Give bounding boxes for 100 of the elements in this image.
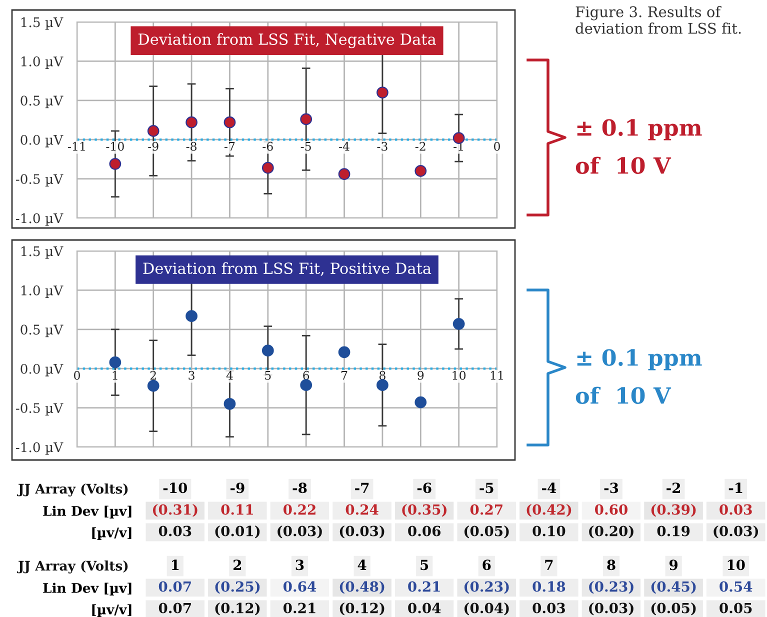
x-tick-label: 10 bbox=[728, 560, 745, 570]
y-tick-label: 1.0 µV bbox=[21, 285, 64, 298]
x-tick-label: 9 bbox=[418, 370, 424, 380]
data-label: (0.04) bbox=[464, 602, 509, 616]
data-label: 0.06 bbox=[408, 526, 441, 536]
data-label: 0.60 bbox=[594, 504, 628, 515]
x-tick-label: 11 bbox=[490, 370, 503, 380]
point bbox=[376, 379, 388, 391]
x-tick-label: -2 bbox=[666, 482, 680, 493]
y-tick-label: Lin Dev [µv] bbox=[43, 506, 132, 519]
data-label: (0.05) bbox=[464, 526, 509, 538]
point bbox=[262, 344, 274, 356]
point bbox=[262, 162, 274, 174]
point bbox=[186, 310, 198, 322]
text: Deviation from LSS Fit, Negative Data bbox=[138, 33, 436, 48]
data-label: (0.42) bbox=[526, 504, 572, 517]
x-tick-label: 10 bbox=[452, 370, 466, 380]
y-tick-label: 1.5 µV bbox=[21, 17, 64, 30]
data-label: (0.05) bbox=[651, 602, 696, 616]
data-label: (0.25) bbox=[215, 581, 260, 594]
y-tick-label: -1.0 µV bbox=[16, 442, 64, 455]
data-label: 0.04 bbox=[408, 602, 441, 614]
point bbox=[338, 346, 350, 358]
data-label: (0.23) bbox=[464, 581, 509, 594]
data-label: (0.48) bbox=[340, 581, 384, 594]
x-tick-label: 4 bbox=[358, 560, 366, 570]
x-tick-label: -10 bbox=[106, 142, 124, 151]
x-tick-label: -4 bbox=[542, 482, 556, 493]
point bbox=[452, 318, 465, 330]
x-tick-label: 3 bbox=[296, 560, 304, 570]
x-tick-label: 3 bbox=[188, 370, 194, 380]
data-label: (0.12) bbox=[215, 602, 260, 616]
point bbox=[186, 116, 198, 128]
data-label: (0.03) bbox=[589, 602, 634, 616]
data-label: 0.19 bbox=[657, 526, 690, 536]
x-tick-label: -8 bbox=[186, 142, 196, 151]
y-tick-label: [µv/v] bbox=[92, 604, 132, 617]
x-tick-label: 5 bbox=[265, 371, 271, 380]
point bbox=[300, 113, 312, 126]
x-tick-label: -4 bbox=[339, 142, 350, 151]
x-tick-label: 7 bbox=[545, 560, 553, 570]
data-label: 0.03 bbox=[720, 504, 752, 515]
point bbox=[376, 86, 388, 98]
x-tick-label: 8 bbox=[379, 370, 386, 380]
x-tick-label: -7 bbox=[355, 482, 369, 493]
x-tick-label: -1 bbox=[728, 482, 742, 493]
data-label: 0.21 bbox=[283, 602, 316, 614]
point bbox=[147, 125, 160, 137]
x-tick-label: -7 bbox=[224, 142, 235, 151]
data-label: 0.07 bbox=[158, 581, 191, 592]
x-tick-label: -5 bbox=[480, 482, 494, 494]
y-tick-label: 0.0 µV bbox=[20, 134, 64, 148]
x-tick-label: -5 bbox=[300, 142, 311, 151]
data-label: 0.10 bbox=[532, 526, 566, 536]
x-tick-label: -11 bbox=[68, 142, 85, 151]
x-tick-label: 9 bbox=[669, 560, 678, 570]
x-tick-label: 0 bbox=[494, 142, 500, 151]
point bbox=[414, 165, 427, 177]
data-label: (0.31) bbox=[152, 504, 198, 517]
point bbox=[338, 168, 350, 180]
data-label: 0.18 bbox=[532, 581, 566, 592]
x-tick-label: -3 bbox=[377, 142, 388, 151]
data-label: (0.03) bbox=[340, 526, 384, 538]
y-tick-label: Lin Dev [µv] bbox=[43, 582, 132, 596]
y-tick-label: [µv/v] bbox=[92, 527, 132, 540]
y-tick-label: -0.5 µV bbox=[16, 174, 64, 187]
x-tick-label: -9 bbox=[230, 482, 244, 494]
data-label: 0.03 bbox=[158, 526, 192, 536]
data-label: 0.22 bbox=[283, 504, 316, 515]
y-tick-label: 1.0 µV bbox=[21, 56, 64, 69]
y-tick-label: 0.5 µV bbox=[20, 324, 64, 338]
y-tick-label: 0.0 µV bbox=[20, 364, 64, 376]
x-tick-label: -8 bbox=[292, 482, 307, 494]
y-tick-label: -1.0 µV bbox=[16, 213, 64, 226]
point bbox=[109, 356, 122, 368]
x-tick-label: -3 bbox=[604, 482, 618, 494]
y-tick-label: 1.5 µV bbox=[21, 246, 64, 259]
data-label: 0.05 bbox=[720, 602, 752, 614]
x-tick-label: 6 bbox=[482, 560, 491, 570]
point bbox=[109, 158, 122, 170]
data-label: (0.03) bbox=[714, 526, 758, 538]
data-label: 0.64 bbox=[283, 581, 316, 592]
x-tick-label: 1 bbox=[172, 560, 179, 570]
data-label: (0.03) bbox=[278, 526, 322, 538]
y-tick-label: -0.5 µV bbox=[16, 403, 64, 416]
point bbox=[224, 398, 236, 410]
text: of 10 V bbox=[576, 156, 672, 174]
x-tick-label: 4 bbox=[226, 370, 233, 380]
point bbox=[224, 116, 236, 128]
point bbox=[452, 132, 465, 144]
x-tick-label: -9 bbox=[148, 142, 158, 151]
data-label: (0.12) bbox=[340, 602, 384, 616]
data-label: (0.35) bbox=[402, 504, 447, 517]
data-label: (0.01) bbox=[215, 526, 260, 538]
x-tick-label: 7 bbox=[342, 371, 348, 380]
x-tick-label: -10 bbox=[163, 482, 188, 494]
data-label: (0.39) bbox=[651, 504, 696, 517]
data-label: 0.21 bbox=[408, 581, 440, 592]
data-label: (0.20) bbox=[589, 526, 634, 538]
point bbox=[147, 380, 160, 392]
